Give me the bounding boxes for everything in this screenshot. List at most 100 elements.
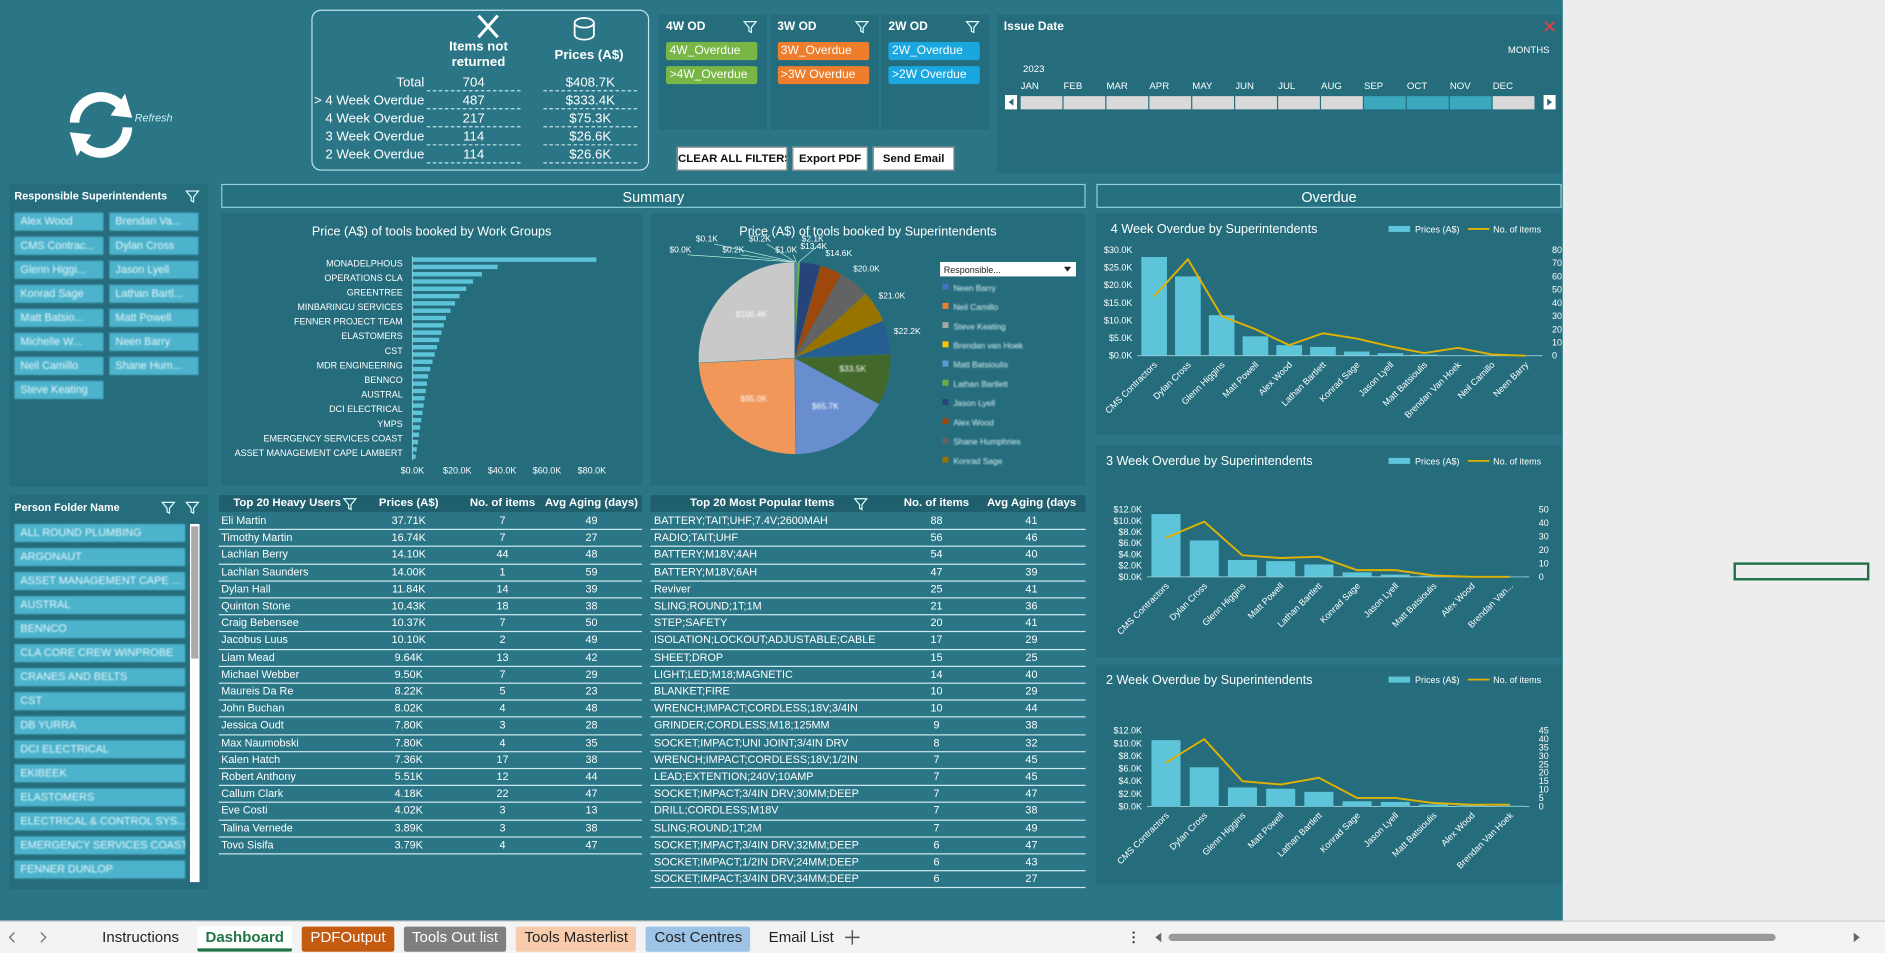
slicer-item[interactable]: Lathan Bartl... (109, 284, 199, 303)
table-cell: 27 (1025, 872, 1038, 885)
bar (412, 359, 433, 364)
table-cell: 48 (585, 548, 598, 561)
table-cell: 14 (930, 667, 943, 680)
filter-button[interactable]: >4W_Overdue (666, 66, 758, 85)
line (1165, 520, 1511, 578)
slicer-item[interactable]: FENNER DUNLOP (14, 860, 186, 879)
data-label: $20.0K (853, 264, 880, 274)
month-cell[interactable] (1149, 96, 1192, 110)
line (1165, 737, 1511, 806)
month-cell[interactable] (1235, 96, 1277, 110)
filter-button[interactable]: 4W_Overdue (666, 42, 758, 61)
x-tick-label: CMS Contractors (1115, 810, 1171, 866)
slicer-item[interactable]: Steve Keating (14, 380, 104, 399)
legend-swatch (942, 322, 949, 329)
data-label: $21.0K (879, 291, 906, 301)
chart-title: 3 Week Overdue by Superintendents (1106, 454, 1313, 468)
month-cell[interactable] (1020, 96, 1063, 110)
filter-button[interactable]: 2W_Overdue (888, 42, 980, 61)
month-cell[interactable] (1106, 96, 1149, 110)
month-cell[interactable] (1406, 96, 1449, 110)
scroll-thumb[interactable] (1168, 933, 1776, 941)
slicer-item[interactable]: Brendan Va... (109, 212, 199, 231)
slicer-item[interactable]: Neen Barry (109, 332, 199, 351)
month-cell[interactable] (1278, 96, 1320, 110)
table-cell: Dylan Hall (221, 582, 271, 595)
slicer-item[interactable]: CMS Contrac... (14, 236, 104, 255)
table-row: BLANKET;FIRE 10 29 (650, 684, 1086, 701)
slicer-item[interactable]: Konrad Sage (14, 284, 104, 303)
action-button[interactable]: CLEAR ALL FILTERS (676, 146, 788, 171)
slicer-item[interactable]: Michelle W... (14, 332, 104, 351)
table-cell: 43 (1025, 855, 1038, 868)
month-cell[interactable] (1449, 96, 1492, 110)
y-tick-label: $20.0K (1104, 280, 1133, 290)
slicer-item[interactable]: Dylan Cross (109, 236, 199, 255)
slicer-item[interactable]: BENNCO (14, 620, 186, 639)
slicer-item[interactable]: Matt Batsio... (14, 308, 104, 327)
table-cell: WRENCH;IMPACT;CORDLESS;18V;3/4IN (653, 702, 858, 715)
y2-tick-label: 40 (1539, 518, 1549, 528)
bar (412, 301, 455, 306)
legend-dropdown-label: Responsible... (944, 265, 1001, 275)
slicer-item[interactable]: EKIBEEK (14, 764, 186, 783)
bar (412, 388, 426, 394)
sheet-tab[interactable]: Cost Centres (646, 926, 751, 952)
action-button[interactable]: Send Email (872, 146, 955, 171)
filter-icon (185, 190, 200, 203)
sheet-tab[interactable]: Dashboard (197, 926, 293, 952)
table-cell: Callum Clark (221, 787, 284, 800)
scrollbar (189, 523, 200, 883)
table-cell: 54 (930, 548, 943, 561)
filter-button[interactable]: >2W Overdue (888, 66, 980, 85)
slicer-item[interactable]: Glenn Higgi... (14, 260, 104, 279)
month-cell[interactable] (1363, 96, 1406, 110)
sheet-tab[interactable]: Email List (768, 928, 834, 946)
slicer-item[interactable]: CST (14, 692, 186, 711)
y-tick-label: $8.0K (1119, 527, 1143, 537)
table-row: WRENCH;IMPACT;CORDLESS;18V;3/4IN 10 44 (650, 701, 1086, 718)
sheet-tab[interactable]: Tools Masterlist (516, 926, 637, 952)
table-cell: 47 (1025, 787, 1038, 800)
slicer-item[interactable]: DCI ELECTRICAL (14, 740, 186, 759)
table-cell: 7.80K (394, 719, 423, 732)
action-button[interactable]: Export PDF (792, 146, 868, 171)
table-row: BATTERY;TAIT;UHF;7.4V;2600MAH 88 41 (650, 513, 1086, 531)
chart-panel: 2 Week Overdue by Superintendents Prices … (1096, 664, 1562, 885)
slicer-item[interactable]: ALL ROUND PLUMBING (14, 523, 186, 542)
x-tick-label: Matt Powell (1220, 360, 1260, 400)
y-tick-label: $10.0K (1104, 315, 1133, 325)
table-cell: 18 (496, 599, 509, 612)
slicer-item[interactable]: DB YURRA (14, 716, 186, 735)
month-cell[interactable] (1063, 96, 1106, 110)
table-cell: 21 (930, 599, 943, 612)
legend-label: No. of items (1493, 675, 1542, 685)
slicer-item[interactable]: ELECTRICAL & CONTROL SYS... (14, 812, 186, 831)
sheet-tab[interactable]: PDFOutput (302, 926, 395, 952)
table-cell: SOCKET;IMPACT;UNI JOINT;3/4IN DRV (653, 736, 849, 749)
month-cell[interactable] (1192, 96, 1235, 110)
sheet-tab[interactable]: Instructions (102, 928, 180, 946)
filter-button[interactable]: 3W_Overdue (777, 42, 869, 61)
table-cell: Liam Mead (221, 650, 275, 663)
month-cell[interactable] (1492, 96, 1535, 110)
filter-button[interactable]: >3W Overdue (777, 66, 869, 85)
slicer-item[interactable]: Shane Hum... (109, 356, 199, 375)
slicer-item[interactable]: CRANES AND BELTS (14, 668, 186, 687)
slicer-item[interactable]: AUSTRAL (14, 596, 186, 615)
month-cell[interactable] (1321, 96, 1363, 110)
legend-label: No. of items (1493, 225, 1542, 235)
slicer-item[interactable]: CLA CORE CREW WINPROBE (14, 644, 186, 663)
slicer-item[interactable]: ELASTOMERS (14, 788, 186, 807)
slicer-item[interactable]: Neil Camillo (14, 356, 104, 375)
sheet-tab[interactable]: Tools Out list (403, 926, 507, 952)
legend-dropdown[interactable] (940, 261, 1076, 277)
slicer-item[interactable]: Alex Wood (14, 212, 104, 231)
slicer-item[interactable]: ARGONAUT (14, 548, 186, 567)
slicer-item[interactable]: Jason Lyell (109, 260, 199, 279)
table-row: Lachlan Saunders 14.00K 1 59 (218, 564, 642, 582)
slicer-item[interactable]: Matt Powell (109, 308, 199, 327)
slicer-item[interactable]: ASSET MANAGEMENT CAPE ... (14, 572, 186, 591)
x-tick-label: Alex Wood (1439, 581, 1477, 619)
slicer-item[interactable]: EMERGENCY SERVICES COAST (14, 836, 186, 855)
